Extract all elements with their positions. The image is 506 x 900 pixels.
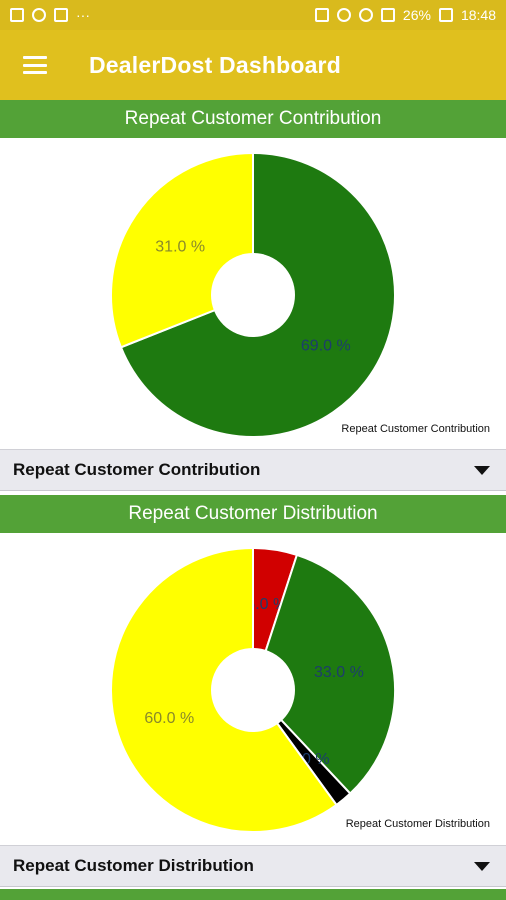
pie-chart-contribution: 69.0 % 31.0 % Repeat Customer Contribution: [110, 151, 490, 438]
slice-value-label: 33.0 %: [314, 664, 364, 681]
dropdown-distribution-value: Repeat Customer Distribution: [13, 856, 254, 875]
slice-value-label: 69.0 %: [301, 337, 351, 354]
app-notification-icon: [32, 8, 46, 22]
next-section-header-edge: [0, 889, 506, 900]
chart-contribution: 69.0 % 31.0 % Repeat Customer Contribution: [0, 138, 506, 449]
status-bar-left: ···: [10, 7, 90, 23]
dropdown-contribution[interactable]: Repeat Customer Contribution: [0, 449, 506, 491]
slice-value-label: 31.0 %: [155, 239, 205, 256]
donut-hole: [211, 648, 295, 732]
app-bar: DealerDost Dashboard: [0, 30, 506, 100]
gallery-notification-icon: [10, 8, 24, 22]
section-header-contribution: Repeat Customer Contribution: [0, 100, 506, 138]
pie-slice[interactable]: [251, 553, 396, 795]
more-notifications-icon: ···: [76, 7, 90, 23]
image-notification-icon: [54, 8, 68, 22]
chart-legend-caption: Repeat Customer Contribution: [341, 423, 490, 435]
chart-legend-caption: Repeat Customer Distribution: [346, 818, 490, 830]
chart-distribution: 5.0 % 33.0 % 2.0 % 60.0 % Repeat Customer Di…: [0, 533, 506, 844]
section-header-distribution: Repeat Customer Distribution: [0, 495, 506, 533]
donut-hole: [211, 253, 295, 337]
battery-percent: 26%: [402, 7, 431, 23]
dropdown-contribution-value: Repeat Customer Contribution: [13, 460, 261, 479]
mute-icon: [314, 8, 329, 22]
slice-value-label: 5.0 %: [246, 596, 287, 613]
clock: 18:48: [460, 7, 496, 23]
dropdown-distribution[interactable]: Repeat Customer Distribution: [0, 845, 506, 887]
hamburger-menu-icon[interactable]: [23, 56, 47, 74]
app-title: DealerDost Dashboard: [89, 51, 341, 78]
dropdown-arrow-icon: [474, 861, 490, 871]
dropdown-arrow-icon: [474, 465, 490, 475]
battery-icon: [438, 8, 453, 22]
pie-chart-distribution: 5.0 %33.0 %2.0 %60.0 %Repeat Customer Di…: [110, 546, 490, 833]
alarm-icon: [336, 8, 351, 22]
signal-icon: [380, 8, 395, 22]
slice-value-label: 60.0 %: [144, 710, 194, 727]
status-bar-right: 26% 18:48: [314, 7, 496, 23]
wifi-icon: [358, 8, 373, 22]
status-bar: ··· 26% 18:48: [0, 0, 506, 30]
